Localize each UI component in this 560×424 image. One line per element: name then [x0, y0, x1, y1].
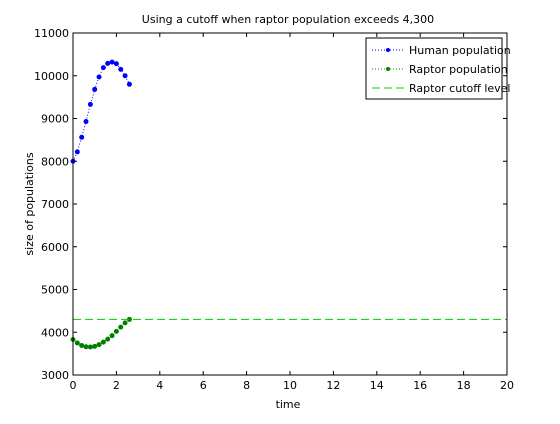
x-tick-label: 10	[283, 379, 297, 392]
y-tick-label: 11000	[34, 27, 69, 40]
x-tick-label: 8	[243, 379, 250, 392]
x-tick-label: 6	[200, 379, 207, 392]
data-point	[109, 333, 115, 339]
x-tick-label: 4	[156, 379, 163, 392]
data-point	[126, 81, 132, 87]
data-point	[92, 86, 98, 92]
y-tick-label: 3000	[41, 369, 69, 382]
y-tick-label: 8000	[41, 155, 69, 168]
data-point	[122, 73, 128, 79]
data-point	[74, 340, 80, 346]
y-tick-label: 10000	[34, 70, 69, 83]
plot-frame	[72, 32, 508, 376]
data-point	[118, 324, 124, 330]
data-point	[96, 74, 102, 80]
data-point	[105, 336, 111, 342]
y-tick-label: 4000	[41, 326, 69, 339]
legend-marker	[386, 48, 390, 52]
data-point	[105, 60, 111, 66]
y-tick-label: 7000	[41, 198, 69, 211]
x-tick-label: 12	[326, 379, 340, 392]
y-tick-label: 5000	[41, 284, 69, 297]
data-point	[113, 61, 119, 67]
x-tick-label: 14	[370, 379, 384, 392]
data-point	[79, 343, 85, 349]
series-line	[72, 61, 130, 162]
x-tick-label: 16	[413, 379, 427, 392]
legend-marker	[386, 67, 390, 71]
legend-label: Human population	[409, 44, 511, 57]
axis-ticks: 0 2 4 6 8 10 12 14 16 18 20 3000 4000 5000 6000 7000 800…	[34, 27, 514, 392]
data-point	[96, 342, 102, 348]
data-point	[79, 134, 85, 140]
legend: Human population Raptor population Raptor …	[365, 37, 511, 100]
data-point	[74, 149, 80, 155]
y-axis-label: size of populations	[23, 152, 36, 255]
data-point	[83, 344, 89, 350]
data-point	[87, 344, 93, 350]
series-layer	[70, 59, 507, 350]
x-axis-label: time	[276, 398, 301, 411]
data-point	[122, 320, 128, 326]
chart-title: Using a cutoff when raptor population ex…	[142, 13, 434, 26]
legend-label: Raptor population	[409, 63, 508, 76]
x-tick-label: 18	[457, 379, 471, 392]
legend-label: Raptor cutoff level	[409, 82, 510, 95]
y-tick-label: 9000	[41, 113, 69, 126]
data-point	[100, 65, 106, 71]
series-human-population	[70, 59, 132, 164]
x-tick-label: 0	[70, 379, 77, 392]
data-point	[83, 118, 89, 124]
data-point	[109, 59, 115, 65]
data-point	[113, 328, 119, 334]
x-tick-label: 20	[500, 379, 514, 392]
data-point	[118, 66, 124, 72]
data-point	[100, 339, 106, 345]
y-tick-label: 6000	[41, 241, 69, 254]
data-point	[87, 101, 93, 107]
data-point	[92, 343, 98, 349]
series-raptor-population	[70, 316, 132, 350]
x-tick-label: 2	[113, 379, 120, 392]
